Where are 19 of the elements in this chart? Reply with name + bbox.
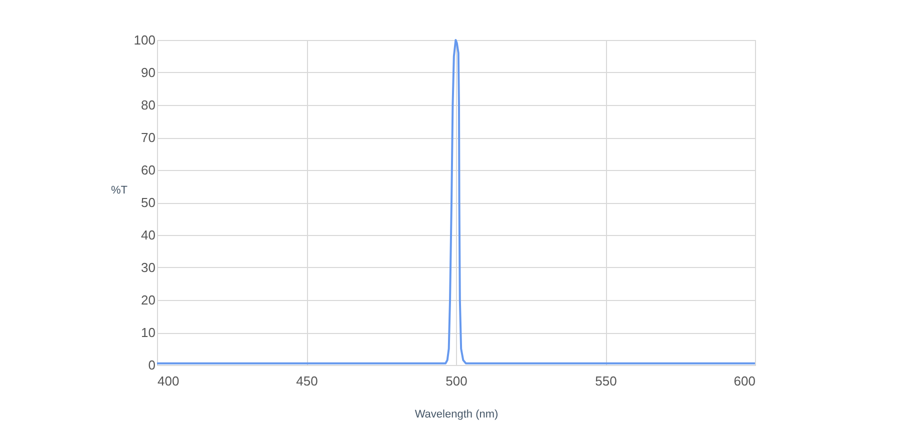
y-tick-label: 50 — [141, 195, 156, 210]
y-tick-label: 40 — [141, 228, 156, 242]
x-tick-label: 500 — [446, 374, 468, 388]
y-tick-label: 20 — [141, 292, 156, 308]
y-tick-label: 90 — [141, 65, 156, 80]
y-tick-label: 100 — [134, 32, 156, 48]
y-tick-label: 60 — [141, 162, 156, 178]
x-tick-label: 400 — [158, 374, 180, 388]
x-axis-title: Wavelength (nm) — [414, 408, 498, 420]
y-tick-label: 10 — [141, 325, 156, 340]
x-tick-label: 450 — [296, 374, 318, 388]
y-tick-label: 80 — [141, 98, 156, 112]
line-series — [156, 39, 756, 364]
y-tick-label: 0 — [148, 358, 156, 372]
y-tick-label: 30 — [141, 260, 156, 275]
y-axis-title: %T — [111, 184, 128, 196]
x-tick-label: 550 — [595, 374, 617, 388]
y-tick-label: 70 — [141, 130, 156, 145]
x-tick-label: 600 — [734, 374, 756, 388]
